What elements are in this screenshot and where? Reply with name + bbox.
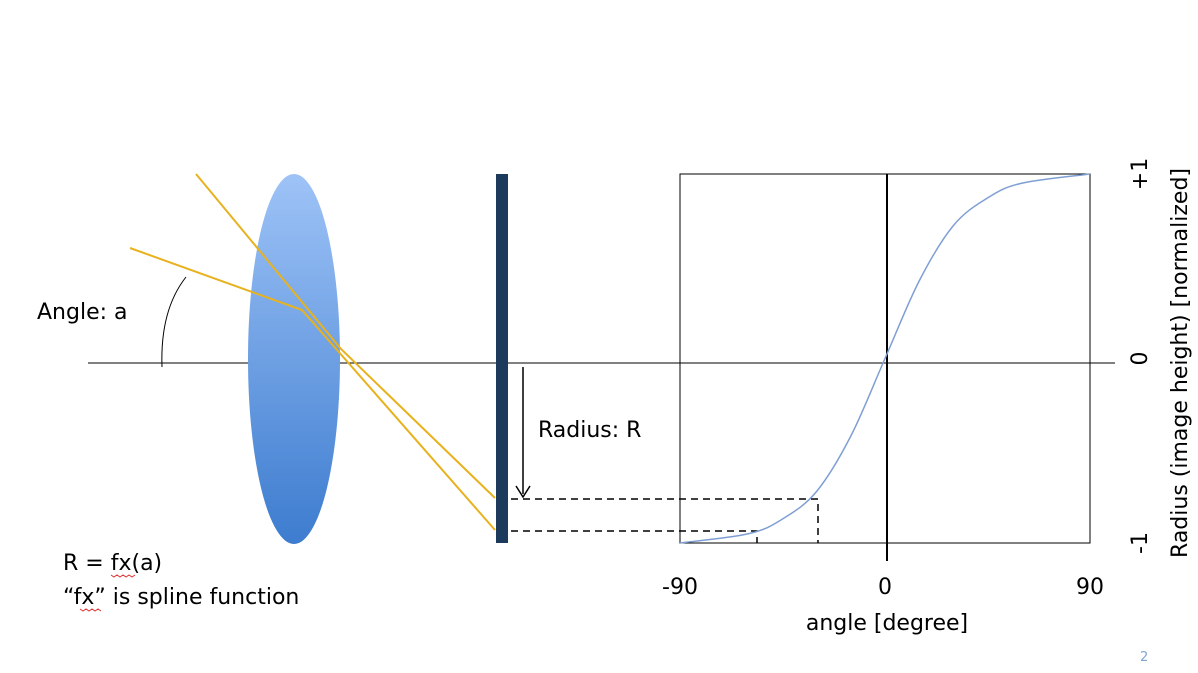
projection-lower <box>511 530 758 543</box>
projection-lines <box>511 498 819 543</box>
angle-arc <box>161 276 187 368</box>
radius-angle-curve <box>679 173 1091 544</box>
x-tick-label: 90 <box>1076 575 1104 600</box>
formula-line-1: R = fx(a) <box>63 551 162 576</box>
y-tick-label: 0 <box>1128 352 1153 366</box>
y-axis-label: Radius (image height) [normalized] <box>1168 168 1193 558</box>
mapping-chart: -90 0 90 -1 0 +1 angle [degree] Radius (imag… <box>662 158 1193 636</box>
formula-line-2: “fx” is spline function <box>63 585 299 610</box>
light-rays <box>129 173 496 531</box>
formula-fx: fx <box>111 551 132 576</box>
radius-arrow-head <box>515 485 531 499</box>
image-sensor <box>496 174 508 543</box>
ray-shallow <box>129 247 496 531</box>
formula-arg: (a) <box>131 551 162 576</box>
x-tick-label: -90 <box>662 575 698 600</box>
x-tick-label: 0 <box>878 575 892 600</box>
radius-label: Radius: R <box>538 418 641 443</box>
lens <box>248 174 340 544</box>
ray-steep <box>195 173 496 499</box>
x-axis-label: angle [degree] <box>806 611 968 636</box>
formula-quote-open: “ <box>63 585 74 610</box>
formula-fx-2: fx <box>74 585 95 610</box>
y-tick-label: +1 <box>1128 158 1153 190</box>
chart-frame <box>679 173 1091 544</box>
formula-desc: ” is spline function <box>94 585 299 610</box>
spell-underline-2 <box>79 608 102 612</box>
projection-upper <box>511 498 819 543</box>
page-number: 2 <box>1140 650 1148 665</box>
y-tick-label: -1 <box>1128 532 1153 554</box>
formula-r-eq: R = <box>63 551 111 576</box>
spell-underline-1 <box>110 574 136 578</box>
angle-label: Angle: a <box>37 300 128 325</box>
